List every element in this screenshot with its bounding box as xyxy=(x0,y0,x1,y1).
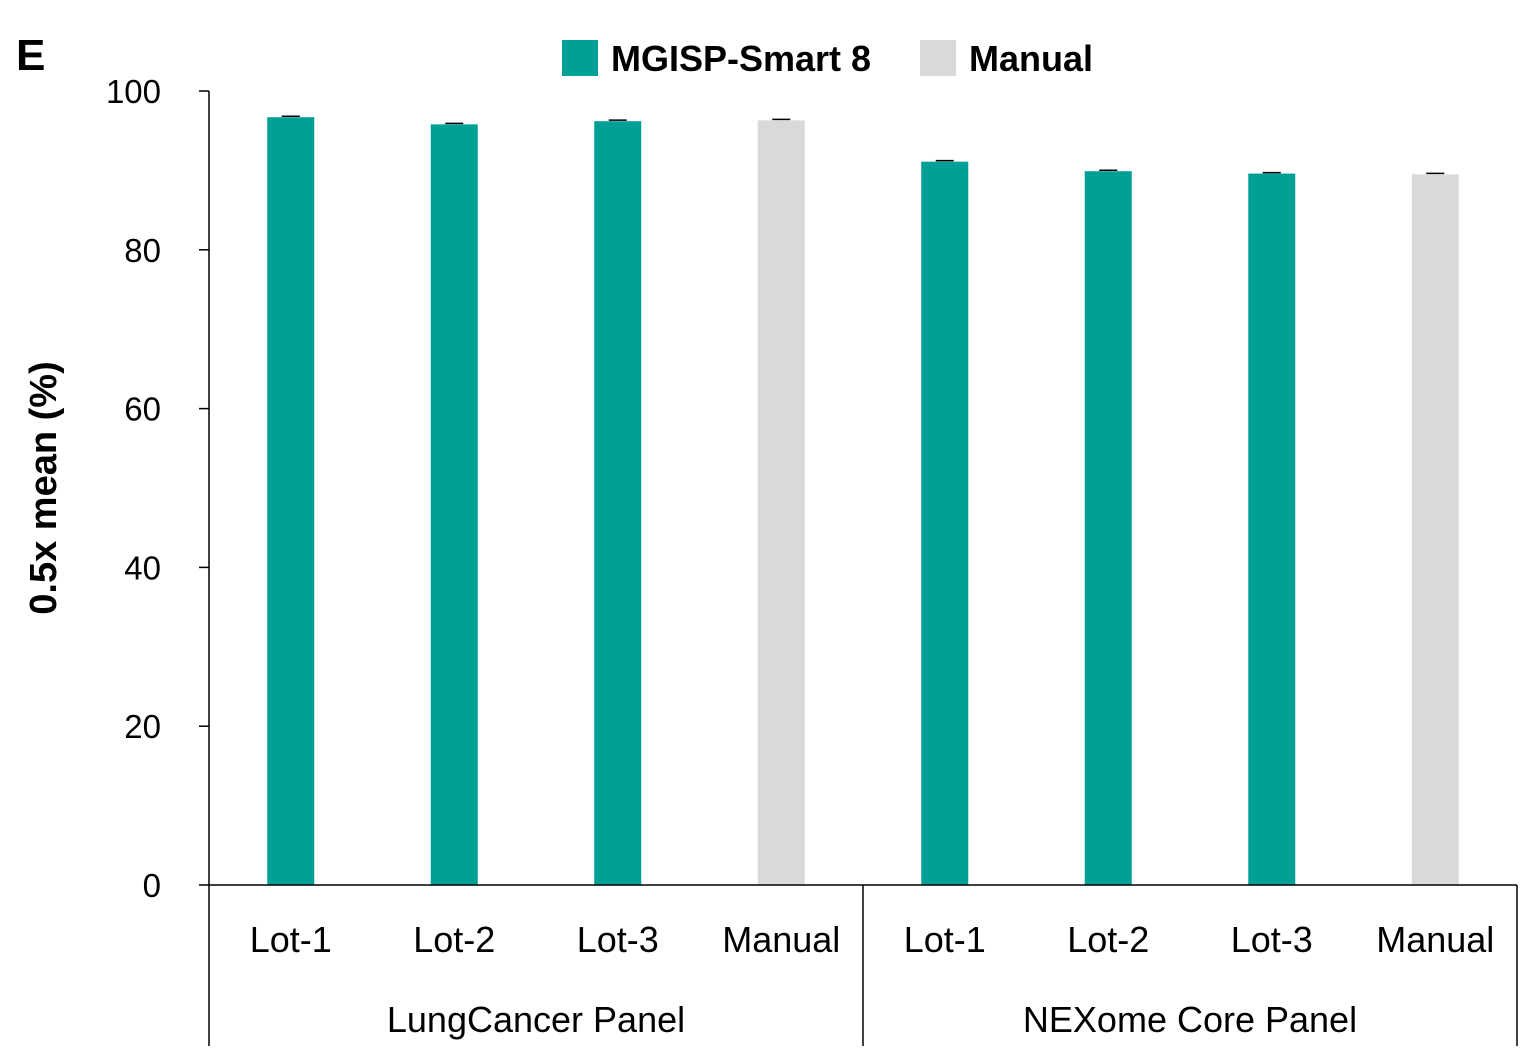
legend: MGISP-Smart 8 Manual xyxy=(562,38,1093,79)
legend-label-manual: Manual xyxy=(969,38,1093,79)
y-axis: 0 20 40 60 80 100 xyxy=(106,73,210,1046)
x-axis: Lot-1 Lot-2 Lot-3 Manual LungCancer Panel Lot… xyxy=(209,884,1518,1046)
y-tick-label: 20 xyxy=(124,708,161,745)
bar-lungcancer-panel-lot-2 xyxy=(430,124,478,885)
bars-layer xyxy=(267,115,1459,886)
x-tick-label: Lot-2 xyxy=(1067,919,1149,960)
bar-nexome-core-panel-lot-3 xyxy=(1248,173,1296,886)
legend-swatch-manual xyxy=(920,40,956,76)
y-tick-label: 0 xyxy=(143,867,161,904)
panel-label: E xyxy=(16,31,45,80)
bar-nexome-core-panel-manual xyxy=(1411,174,1459,885)
x-tick-label: Lot-3 xyxy=(1231,919,1313,960)
group-label-lungcancer-panel: LungCancer Panel xyxy=(387,999,685,1040)
bar-nexome-core-panel-lot-2 xyxy=(1084,171,1132,886)
y-tick-label: 80 xyxy=(124,232,161,269)
x-tick-label: Lot-3 xyxy=(577,919,659,960)
x-tick-label: Manual xyxy=(722,919,840,960)
bar-lungcancer-panel-manual xyxy=(757,120,805,886)
y-tick-label: 60 xyxy=(124,391,161,428)
y-tick-label: 40 xyxy=(124,549,161,586)
x-tick-label: Manual xyxy=(1376,919,1494,960)
x-tick-label: Lot-1 xyxy=(904,919,986,960)
y-tick-label: 100 xyxy=(106,73,161,110)
bar-lungcancer-panel-lot-1 xyxy=(267,117,315,885)
legend-label-mgisp-smart-8: MGISP-Smart 8 xyxy=(611,38,871,79)
group-label-nexome-core-panel: NEXome Core Panel xyxy=(1023,999,1357,1040)
y-axis-label: 0.5x mean (%) xyxy=(23,361,65,614)
bar-nexome-core-panel-lot-1 xyxy=(921,161,969,885)
bar-lungcancer-panel-lot-3 xyxy=(594,121,642,885)
x-tick-label: Lot-2 xyxy=(413,919,495,960)
legend-swatch-mgisp-smart-8 xyxy=(562,40,598,76)
x-tick-label: Lot-1 xyxy=(250,919,332,960)
